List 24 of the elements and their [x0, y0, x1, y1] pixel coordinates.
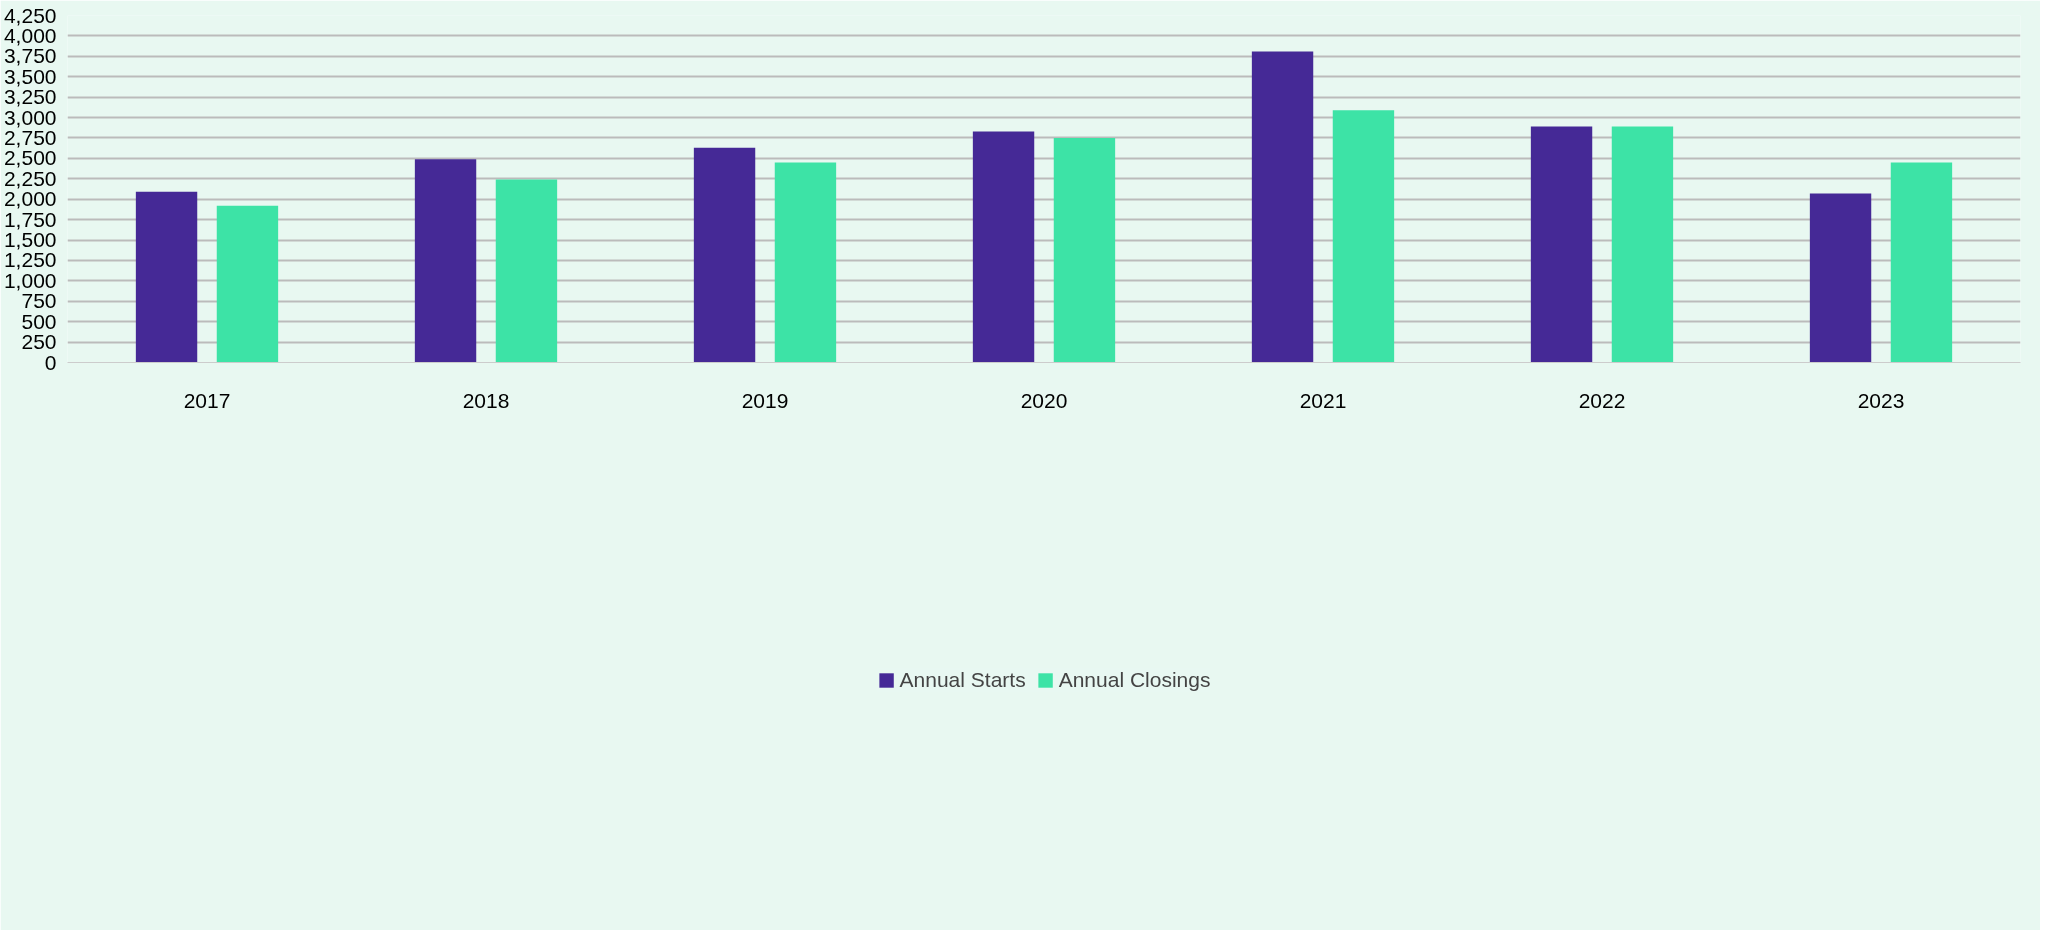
legend-label: Annual Closings: [1058, 668, 1211, 692]
bar: [1251, 51, 1314, 363]
bar: [414, 159, 477, 363]
x-tick-label: 2022: [1578, 388, 1626, 412]
bar: [1809, 193, 1872, 363]
bar: [1611, 126, 1674, 363]
legend-label: Annual Starts: [899, 668, 1026, 692]
x-tick-label: 2019: [741, 388, 789, 412]
bar: [1890, 162, 1953, 363]
bar: [774, 162, 837, 363]
bar: [216, 205, 279, 363]
bar: [1053, 137, 1116, 363]
x-tick-label: 2020: [1020, 388, 1068, 412]
y-tick-label: 4,250: [3, 3, 57, 27]
bar: [693, 147, 756, 363]
x-tick-label: 2018: [462, 388, 510, 412]
bar: [1332, 110, 1395, 363]
bar: [972, 131, 1035, 363]
bar: [495, 179, 558, 363]
bar: [1530, 126, 1593, 363]
x-tick-label: 2023: [1857, 388, 1905, 412]
x-tick-label: 2017: [183, 388, 231, 412]
bar: [135, 191, 198, 363]
x-tick-label: 2021: [1299, 388, 1347, 412]
